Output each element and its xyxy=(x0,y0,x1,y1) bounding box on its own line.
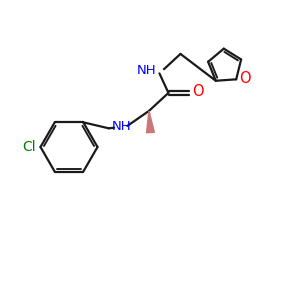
Text: O: O xyxy=(239,71,250,86)
Text: NH: NH xyxy=(112,120,131,133)
Text: Cl: Cl xyxy=(22,140,36,154)
Text: O: O xyxy=(192,84,203,99)
Text: NH: NH xyxy=(137,64,157,77)
Polygon shape xyxy=(147,111,154,133)
